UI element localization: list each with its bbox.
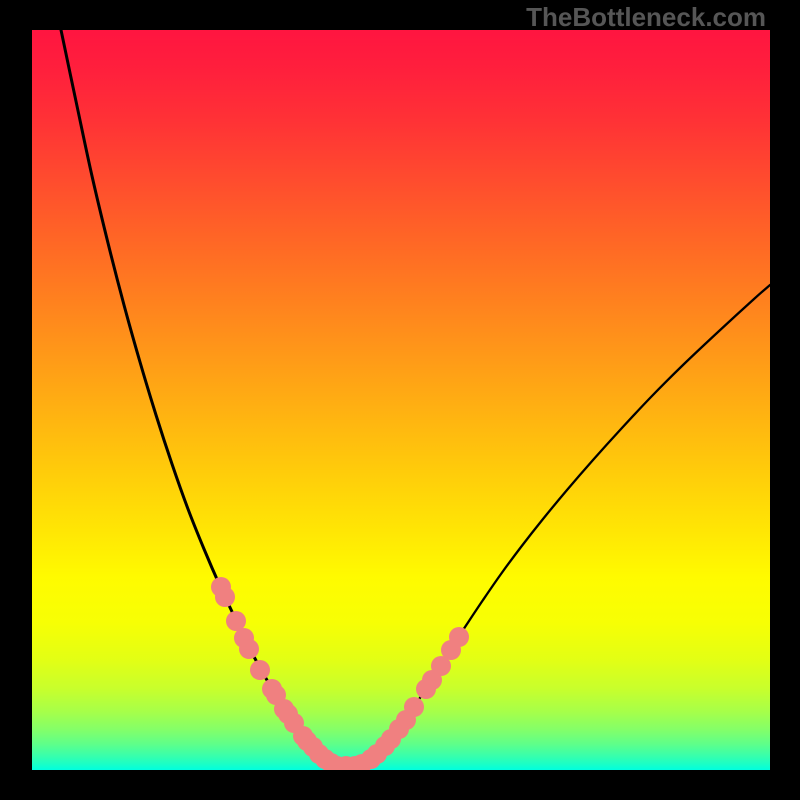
data-marker bbox=[215, 587, 235, 607]
plot-area bbox=[32, 30, 770, 770]
data-marker bbox=[250, 660, 270, 680]
data-marker bbox=[404, 697, 424, 717]
bottleneck-curve bbox=[32, 30, 770, 770]
data-markers-group bbox=[211, 577, 469, 770]
data-marker bbox=[449, 627, 469, 647]
data-marker bbox=[239, 639, 259, 659]
watermark-text: TheBottleneck.com bbox=[526, 2, 766, 33]
left-descent-curve bbox=[61, 30, 339, 766]
data-marker bbox=[226, 611, 246, 631]
